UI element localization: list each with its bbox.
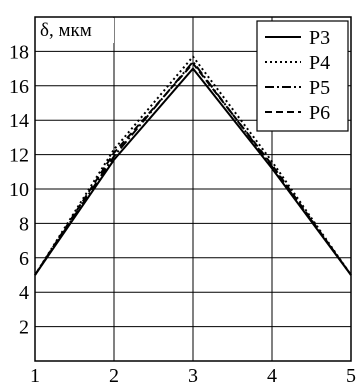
series-group: [34, 54, 352, 276]
x-tick-label: 2: [109, 365, 119, 385]
x-tick-label: 1: [30, 365, 40, 385]
y-tick-label: 10: [9, 179, 29, 201]
legend-label: P5: [309, 77, 330, 99]
x-tick-label: 3: [188, 365, 198, 385]
legend-label: P4: [309, 52, 330, 74]
x-tick-label: 5: [346, 365, 356, 385]
y-tick-label: 4: [19, 282, 29, 304]
y-tick-labels: 2 4 6 8 10 12 14 16 18: [9, 41, 29, 338]
y-tick-label: 16: [9, 76, 29, 98]
y-tick-label: 12: [9, 145, 29, 167]
legend-label: P6: [309, 102, 330, 124]
series-line-p6: [34, 61, 352, 276]
x-tick-labels: 1 2 3 4 5: [30, 365, 356, 385]
y-tick-label: 6: [19, 248, 29, 270]
legend-label: P3: [309, 27, 330, 49]
series-line-p4: [34, 54, 352, 276]
y-tick-label: 8: [19, 213, 29, 235]
y-axis-label-box: δ, мкм: [36, 18, 114, 43]
y-tick-label: 18: [9, 41, 29, 63]
y-tick-label: 14: [9, 110, 29, 132]
y-tick-label: 2: [19, 317, 29, 339]
legend: P3 P4 P5 P6: [256, 20, 349, 132]
x-tick-label: 4: [267, 365, 277, 385]
y-axis-label: δ, мкм: [40, 20, 92, 41]
legend-box: [256, 20, 349, 132]
plot-frame: [34, 16, 352, 362]
